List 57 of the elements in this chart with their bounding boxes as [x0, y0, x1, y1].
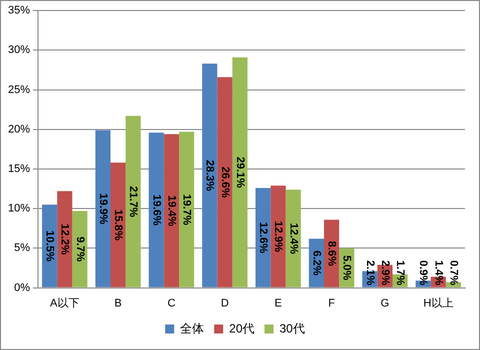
y-tick-label: 10%: [8, 202, 30, 215]
text: 19.9%: [96, 193, 109, 224]
x-tick-label: G: [380, 297, 390, 310]
text: 2.1%: [364, 260, 376, 286]
text: 2.9%: [378, 260, 391, 286]
bar: [256, 188, 271, 288]
bar: [148, 132, 164, 288]
y-tick-label: 20%: [8, 123, 30, 136]
text: 12.2%: [58, 224, 71, 255]
text: 12.4%: [287, 222, 300, 254]
bar: [232, 57, 248, 288]
y-tick-label: 30%: [8, 44, 30, 56]
text: 8.6%: [326, 240, 338, 266]
bar: [164, 134, 180, 288]
bar: [72, 210, 88, 288]
text: 0.9%: [417, 260, 430, 286]
bar: [270, 186, 286, 288]
bar: [126, 116, 141, 288]
bar: [110, 162, 126, 288]
x-tick-label: C: [167, 297, 176, 310]
legend-label: 全体: [180, 321, 204, 336]
x-tick-label: H以上: [423, 296, 454, 310]
text: 5.0%: [340, 255, 353, 280]
x-tick-label: D: [220, 297, 229, 310]
text: 1.7%: [394, 260, 406, 286]
bar: [202, 64, 218, 288]
text: 6.2%: [310, 250, 322, 276]
y-tick-label: 25%: [8, 84, 30, 96]
text: 0.7%: [447, 260, 460, 286]
x-tick-label: A以下: [50, 296, 80, 310]
text: 26.6%: [218, 166, 231, 198]
text: 19.4%: [165, 195, 178, 226]
x-tick-label: F: [328, 297, 336, 310]
text: 1.4%: [432, 260, 444, 286]
bar: [286, 190, 301, 288]
x-tick-label: B: [114, 297, 122, 310]
legend-label: 20代: [229, 321, 255, 336]
text: 21.7%: [127, 186, 140, 218]
text: 29.1%: [234, 156, 246, 188]
y-tick-label: 15%: [8, 163, 30, 176]
text: 12.9%: [272, 220, 284, 252]
text: 12.6%: [257, 222, 270, 254]
bar: [57, 191, 72, 288]
y-tick-label: 5%: [14, 242, 30, 254]
bar: [95, 130, 111, 288]
text: 19.6%: [150, 194, 162, 226]
text: 10.5%: [44, 230, 56, 262]
bar: [179, 132, 194, 288]
text: 9.7%: [74, 236, 86, 262]
bar: [217, 77, 232, 288]
y-tick-label: 0%: [14, 282, 30, 294]
x-tick-label: E: [274, 297, 282, 310]
text: 19.7%: [180, 194, 193, 226]
text: 15.8%: [112, 209, 124, 241]
text: 28.3%: [204, 160, 216, 192]
legend-label: 30代: [280, 321, 305, 336]
y-tick-label: 35%: [8, 4, 30, 17]
